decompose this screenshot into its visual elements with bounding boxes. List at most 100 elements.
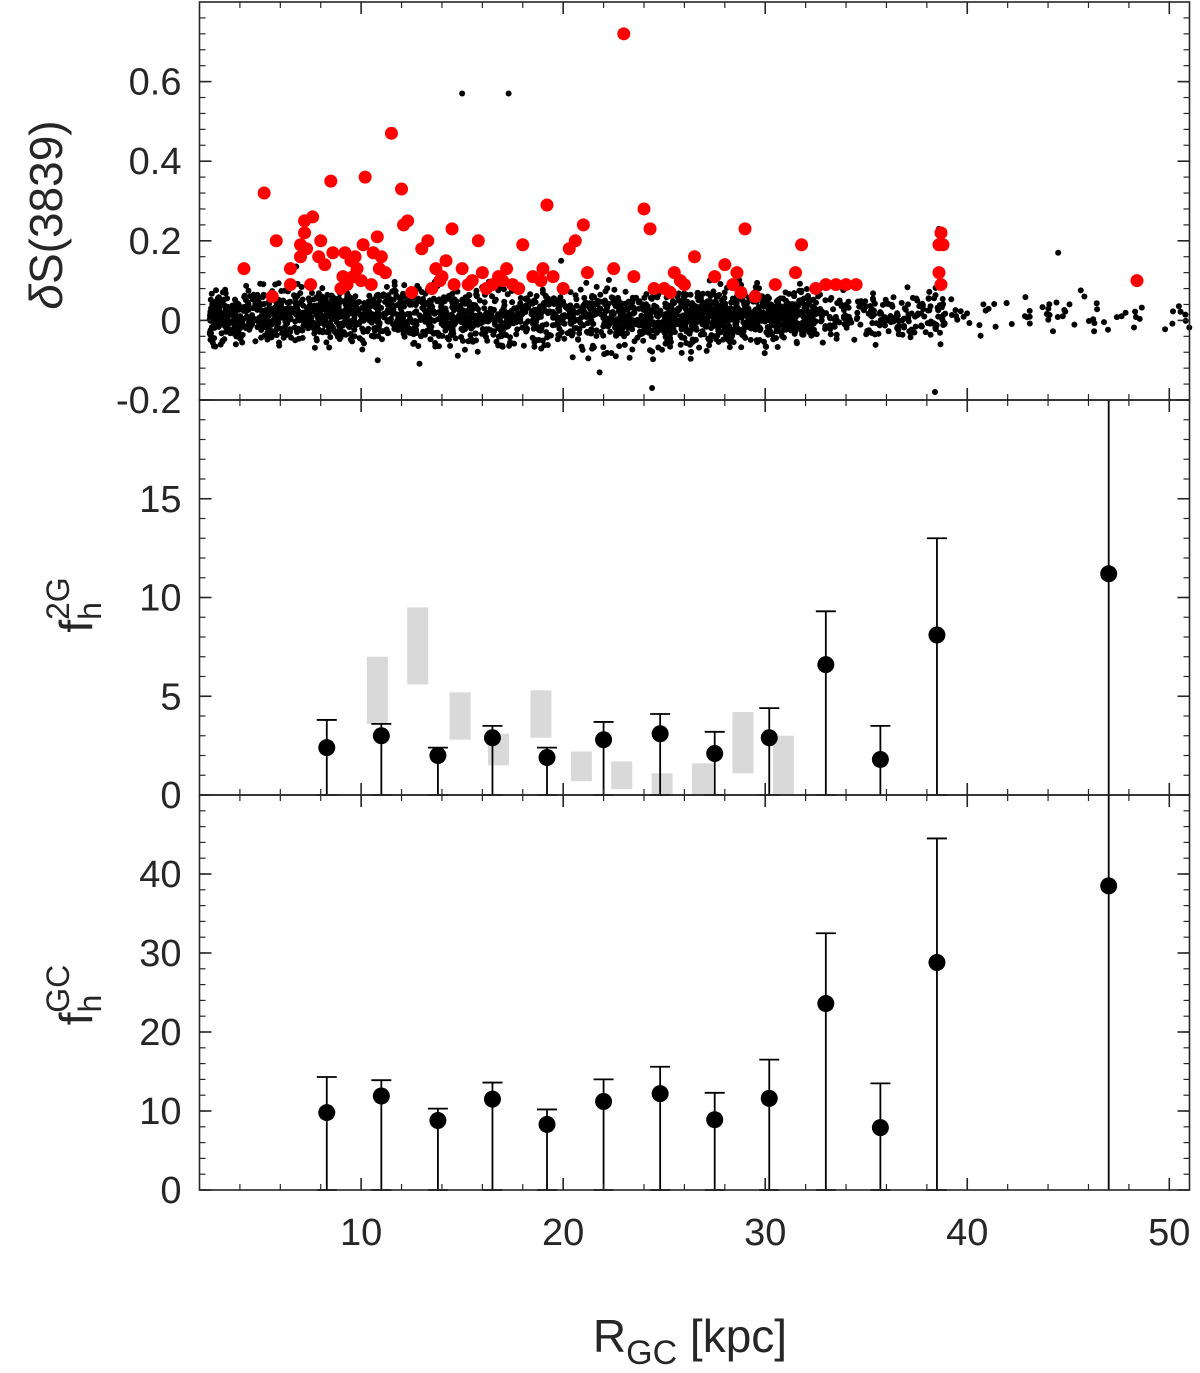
red-point	[269, 234, 283, 248]
black-point	[640, 337, 647, 344]
black-point	[927, 320, 933, 327]
black-point	[365, 298, 372, 305]
black-point	[315, 326, 322, 333]
black-point	[219, 337, 226, 344]
black-point	[1081, 293, 1088, 300]
black-point	[894, 310, 901, 317]
black-point	[442, 327, 449, 334]
black-point	[688, 318, 695, 324]
black-point	[459, 90, 466, 97]
red-point	[405, 286, 419, 300]
black-point	[743, 311, 750, 318]
black-point	[939, 296, 946, 302]
black-point	[276, 306, 283, 313]
black-point	[407, 298, 414, 305]
black-point	[542, 308, 549, 315]
black-point	[531, 343, 538, 350]
middle-panel-ylabel-main: f	[50, 620, 102, 633]
black-point	[593, 327, 600, 334]
black-point	[889, 303, 896, 310]
black-point	[502, 324, 509, 331]
black-point	[1043, 311, 1050, 317]
data-point	[760, 1089, 778, 1107]
data-point	[871, 750, 889, 768]
black-point	[579, 346, 586, 353]
red-point	[607, 262, 621, 276]
black-point	[732, 321, 739, 328]
black-point	[215, 295, 222, 302]
black-point	[551, 296, 558, 303]
black-point	[733, 301, 740, 308]
red-point	[471, 234, 485, 248]
black-point	[375, 291, 382, 298]
black-point	[265, 312, 272, 319]
black-point	[1077, 287, 1084, 294]
black-point	[334, 313, 341, 320]
black-point	[898, 299, 905, 306]
red-point	[568, 234, 582, 248]
black-point	[419, 299, 426, 306]
red-point	[401, 214, 415, 228]
black-point	[535, 314, 542, 320]
black-point	[517, 295, 524, 301]
black-point	[895, 322, 902, 329]
red-point	[318, 258, 332, 272]
black-point	[1026, 307, 1033, 314]
black-point	[601, 351, 608, 358]
black-point	[649, 385, 656, 392]
black-point	[351, 326, 358, 333]
black-point	[1177, 308, 1184, 315]
black-point	[513, 331, 520, 338]
black-point	[310, 325, 317, 332]
red-point	[445, 222, 459, 236]
black-point	[827, 296, 834, 303]
black-point	[280, 297, 287, 304]
black-point	[1039, 304, 1046, 311]
black-point	[490, 307, 496, 314]
black-point	[720, 321, 727, 328]
black-point	[506, 342, 513, 349]
red-point	[546, 270, 560, 284]
black-point	[764, 293, 771, 300]
black-point	[593, 308, 599, 315]
black-point	[635, 299, 642, 306]
black-point	[1138, 304, 1145, 311]
black-point	[757, 325, 764, 332]
black-point	[932, 323, 939, 330]
black-point	[354, 299, 361, 306]
black-point	[505, 90, 512, 97]
black-point	[831, 321, 838, 328]
black-point	[646, 311, 653, 318]
x-tick-label: 30	[744, 1212, 786, 1254]
black-point	[588, 294, 595, 301]
black-point	[653, 304, 660, 310]
black-point	[487, 313, 494, 320]
x-tick-label: 10	[340, 1212, 382, 1254]
black-point	[504, 291, 511, 298]
black-point	[379, 336, 385, 343]
black-point	[473, 304, 480, 311]
top-panel-ylabel: δS(3839)	[20, 120, 72, 309]
black-point	[733, 314, 740, 320]
black-point	[249, 312, 255, 319]
black-point	[760, 303, 767, 310]
black-point	[822, 325, 829, 332]
black-point	[213, 322, 220, 329]
black-point	[435, 343, 442, 350]
black-point	[401, 333, 408, 340]
black-point	[655, 344, 662, 351]
black-point	[540, 300, 547, 307]
black-point	[711, 316, 718, 323]
black-point	[1061, 307, 1068, 313]
y-tick-label: 40	[139, 854, 181, 896]
black-point	[1059, 313, 1066, 320]
black-point	[544, 342, 551, 348]
gray-band	[692, 763, 714, 795]
black-point	[366, 292, 373, 299]
black-point	[613, 332, 619, 339]
black-point	[292, 300, 299, 307]
black-point	[885, 328, 892, 335]
black-point	[452, 335, 459, 342]
red-point	[512, 282, 526, 296]
black-point	[452, 320, 459, 327]
